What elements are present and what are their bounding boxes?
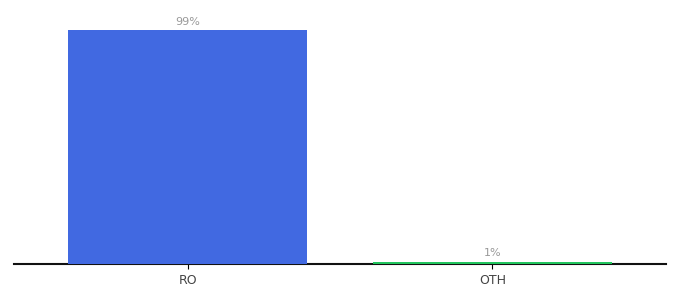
Text: 99%: 99%: [175, 17, 200, 27]
Text: 1%: 1%: [483, 248, 501, 258]
Bar: [68, 30, 307, 264]
Bar: [373, 262, 612, 264]
